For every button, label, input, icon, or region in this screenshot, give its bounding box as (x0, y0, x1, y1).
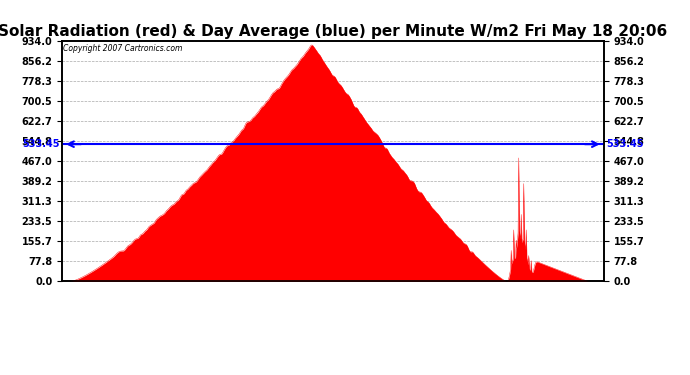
Title: Solar Radiation (red) & Day Average (blue) per Minute W/m2 Fri May 18 20:06: Solar Radiation (red) & Day Average (blu… (0, 24, 667, 39)
Text: 533.45: 533.45 (22, 139, 59, 149)
Text: Copyright 2007 Cartronics.com: Copyright 2007 Cartronics.com (63, 44, 182, 52)
Text: 533.45: 533.45 (607, 139, 644, 149)
